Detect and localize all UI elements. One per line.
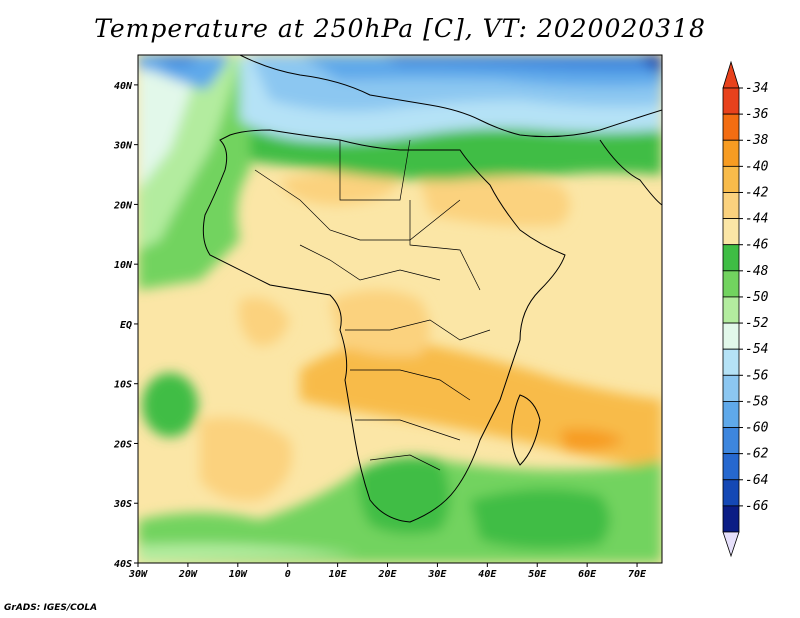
colorbar-label: -52 [745,316,769,331]
lat-tick-label: 10N [114,260,133,271]
lat-tick-label: 20N [113,200,133,211]
colorbar-top-arrow [722,60,740,89]
colorbar-swatch [722,479,740,507]
colorbar-swatch [722,453,740,481]
colorbar-swatch [722,427,740,455]
lat-tick-label: 40S [114,559,132,570]
lon-tick-label: 70E [628,569,647,580]
colorbar-swatch [722,192,740,219]
colorbar-swatch [722,139,740,167]
colorbar-label: -62 [745,447,769,462]
colorbar-swatch [722,322,740,350]
chart-title: Temperature at 250hPa [C], VT: 202002031… [94,14,706,43]
lon-tick-label: 0 [285,569,291,580]
lon-tick-label: 30W [128,569,148,580]
temperature-field [138,55,662,563]
colorbar-swatch [722,296,740,324]
lon-tick-label: 40E [478,569,497,580]
colorbar-label: -60 [745,421,769,436]
lat-tick-label: EQ [120,320,132,331]
colorbar-swatch [722,401,740,428]
colorbar-label: -42 [745,185,769,200]
lat-tick-label: 20S [113,439,132,450]
colorbar-swatch [722,165,740,193]
colorbar-label: -44 [745,212,768,227]
colorbar-label: -50 [745,290,769,305]
latitude-ticks: 40N 30N 20N 10N EQ 10S 20S 30S 40S [113,81,138,570]
colorbar-label: -66 [745,499,769,514]
colorbar-swatch [722,218,740,246]
colorbar-label: -40 [745,159,769,174]
colorbar-swatch [722,244,740,272]
country-borders [254,139,491,471]
grads-credit: GrADS: IGES/COLA [4,603,98,613]
colorbar-label: -64 [745,473,768,488]
colorbar-swatch [722,113,740,141]
colorbar-swatch [722,348,740,376]
colorbar-label: -56 [745,368,769,383]
map-frame [137,54,663,564]
colorbar-label: -48 [745,264,769,279]
lon-tick-label: 30E [427,569,447,580]
colorbar-label: -34 [745,81,768,96]
colorbar-legend: -34 -36 -38 -40 -42 -44 -46 -48 -50 -52 -54 -56 -58 -… [722,60,769,558]
colorbar-swatch [722,87,740,115]
colorbar-label: -38 [745,133,769,148]
lat-tick-label: 30S [113,499,132,510]
lat-tick-label: 30N [113,141,133,152]
colorbar-swatch [722,505,740,533]
lon-tick-label: 50E [528,569,547,580]
colorbar-label: -36 [745,107,769,122]
lon-tick-label: 60E [578,569,597,580]
lon-tick-label: 20E [377,569,397,580]
colorbar-label: -58 [745,394,769,409]
lon-tick-label: 10E [329,569,348,580]
lat-tick-label: 40N [114,81,133,92]
colorbar-bottom-arrow [722,531,740,558]
colorbar-label: -54 [745,342,768,357]
lon-tick-label: 10W [229,569,248,580]
lat-tick-label: 10S [114,380,132,391]
colorbar-swatch [722,374,740,402]
longitude-ticks: 30W 20W 10W 0 10E 20E 30E 40E 50E 60E 70E [128,563,647,580]
colorbar-swatch [722,270,740,298]
lon-tick-label: 20W [178,569,198,580]
coastlines [202,55,662,523]
colorbar-label: -46 [745,238,769,253]
